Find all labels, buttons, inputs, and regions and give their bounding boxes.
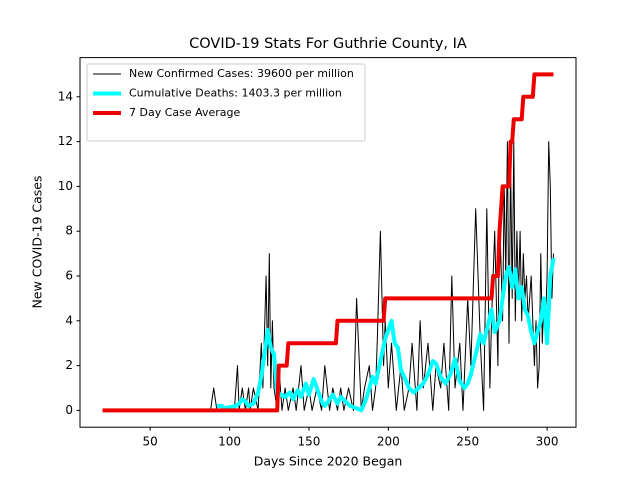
y-tick-label: 10	[58, 179, 73, 193]
x-tick-label: 150	[297, 435, 320, 449]
y-tick-label: 14	[58, 89, 73, 103]
legend: New Confirmed Cases: 39600 per million Cu…	[86, 63, 366, 142]
x-tick-label: 50	[143, 435, 158, 449]
plot-frame	[79, 57, 577, 428]
series-line	[102, 141, 554, 411]
y-tick-label: 8	[65, 224, 73, 238]
y-axis-label: New COVID-19 Cases	[30, 176, 45, 309]
legend-label: 7 Day Case Average	[129, 106, 241, 119]
series-line	[102, 72, 554, 413]
legend-label: Cumulative Deaths: 1403.3 per million	[129, 87, 342, 100]
x-tick-label: 300	[536, 435, 559, 449]
y-tick-label: 6	[65, 269, 73, 283]
y-tick-label: 0	[65, 403, 73, 417]
x-tick-label: 250	[456, 435, 479, 449]
y-tick-label: 2	[65, 358, 73, 372]
chart-title: COVID-19 Stats For Guthrie County, IA	[189, 36, 467, 52]
legend-box	[86, 63, 366, 142]
x-axis-label: Days Since 2020 Began	[254, 454, 403, 469]
x-tick-label: 100	[218, 435, 241, 449]
y-tick-label: 12	[58, 134, 73, 148]
legend-label: New Confirmed Cases: 39600 per million	[129, 67, 354, 80]
x-tick-label: 200	[377, 435, 400, 449]
y-tick-label: 4	[65, 313, 73, 327]
series-line	[216, 257, 556, 413]
